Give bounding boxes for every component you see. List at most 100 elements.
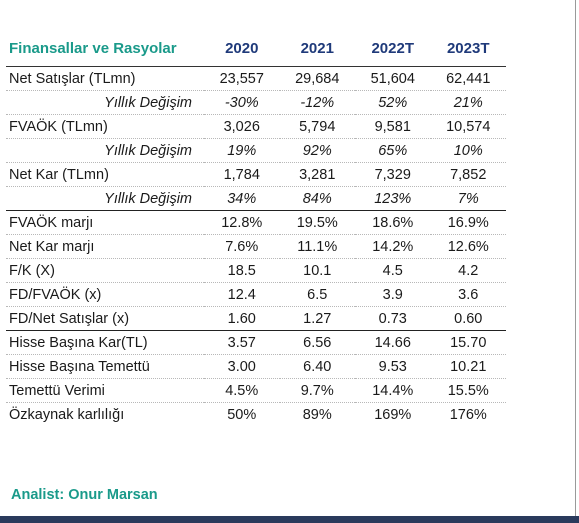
row-sublabel: Yıllık Değişim [6, 90, 204, 115]
table-cell: 6.5 [279, 282, 355, 307]
table-cell: 5,794 [279, 114, 355, 139]
table-cell: 9.53 [355, 354, 431, 379]
table-cell: 92% [279, 138, 355, 163]
table-cell: 19.5% [279, 210, 355, 235]
table-row: Yıllık Değişim 34% 84% 123% 7% [6, 186, 506, 211]
table-cell: 12.8% [204, 210, 280, 235]
row-label: FD/FVAÖK (x) [6, 282, 204, 307]
row-label: Özkaynak karlılığı [9, 406, 125, 423]
table-cell: 9,581 [355, 114, 431, 139]
row-label: FVAÖK (TLmn) [6, 114, 204, 139]
table-cell: 123% [355, 186, 431, 211]
table-cell: 3.6 [430, 282, 506, 307]
table-title: Finansallar ve Rasyolar [9, 39, 177, 57]
table-cell: 52% [355, 90, 431, 115]
table-cell: 15.70 [430, 330, 506, 355]
year-header: 2022T [371, 39, 415, 57]
row-sublabel: Yıllık Değişim [6, 186, 204, 211]
table-cell: 3,026 [204, 114, 280, 139]
table-cell: -30% [204, 90, 280, 115]
table-row: Özkaynak karlılığı 50% 89% 169% 176% [6, 403, 506, 427]
table-cell: 16.9% [430, 210, 506, 235]
table-cell: 14.2% [355, 234, 431, 259]
table-cell: 14.4% [355, 378, 431, 403]
year-header: 2023T [446, 39, 490, 57]
row-sublabel: Yıllık Değişim [6, 138, 204, 163]
table-cell: 23,557 [204, 66, 280, 91]
table-cell: 0.60 [430, 306, 506, 331]
table-cell: 18.6% [355, 210, 431, 235]
table-cell: 21% [430, 90, 506, 115]
table-row: Net Kar (TLmn) 1,784 3,281 7,329 7,852 [6, 162, 506, 187]
year-header: 2021 [300, 39, 334, 57]
analyst-name: Analist: Onur Marsan [11, 487, 158, 503]
table-row: FD/FVAÖK (x) 12.4 6.5 3.9 3.6 [6, 282, 506, 307]
table-cell: 29,684 [279, 66, 355, 91]
row-label: Temettü Verimi [6, 378, 204, 403]
table-cell: 1.60 [204, 306, 280, 331]
table-cell: 11.1% [279, 234, 355, 259]
table-row: Yıllık Değişim -30% -12% 52% 21% [6, 90, 506, 115]
row-label: Hisse Başına Kar(TL) [6, 330, 204, 355]
table-cell: 62,441 [430, 66, 506, 91]
table-row: Hisse Başına Temettü 3.00 6.40 9.53 10.21 [6, 354, 506, 379]
table-cell: 3.57 [204, 330, 280, 355]
table-cell: 0.73 [355, 306, 431, 331]
table-cell: 6.56 [279, 330, 355, 355]
table-cell: 89% [302, 406, 332, 423]
table-cell: 12.4 [204, 282, 280, 307]
table-cell: 1.27 [279, 306, 355, 331]
table-cell: 14.66 [355, 330, 431, 355]
financials-table: Finansallar ve Rasyolar 2020 2021 2022T … [6, 30, 506, 426]
row-label: FVAÖK marjı [6, 210, 204, 235]
financials-table-container: Finansallar ve Rasyolar 2020 2021 2022T … [6, 30, 506, 426]
table-row: Yıllık Değişim 19% 92% 65% 10% [6, 138, 506, 163]
table-cell: 15.5% [430, 378, 506, 403]
table-cell: 10.1 [279, 258, 355, 283]
table-cell: 7,852 [430, 162, 506, 187]
table-cell: 4.5% [204, 378, 280, 403]
footer-band [0, 516, 579, 523]
table-row: Hisse Başına Kar(TL) 3.57 6.56 14.66 15.70 [6, 330, 506, 355]
row-label: Hisse Başına Temettü [6, 354, 204, 379]
table-cell: 51,604 [355, 66, 431, 91]
table-cell: 50% [227, 406, 257, 423]
table-cell: 18.5 [204, 258, 280, 283]
table-cell: 4.5 [355, 258, 431, 283]
year-header: 2020 [225, 39, 259, 57]
table-row: FVAÖK (TLmn) 3,026 5,794 9,581 10,574 [6, 114, 506, 139]
row-label: Net Kar (TLmn) [6, 162, 204, 187]
table-cell: 3.9 [355, 282, 431, 307]
table-row: Temettü Verimi 4.5% 9.7% 14.4% 15.5% [6, 378, 506, 403]
table-cell: 176% [449, 406, 487, 423]
table-row: FD/Net Satışlar (x) 1.60 1.27 0.73 0.60 [6, 306, 506, 331]
table-cell: 12.6% [430, 234, 506, 259]
table-cell: 7.6% [204, 234, 280, 259]
table-cell: 84% [279, 186, 355, 211]
table-cell: 19% [204, 138, 280, 163]
table-cell: 34% [204, 186, 280, 211]
table-cell: 3.00 [204, 354, 280, 379]
row-label: FD/Net Satışlar (x) [6, 306, 204, 331]
row-label: F/K (X) [6, 258, 204, 283]
table-cell: -12% [279, 90, 355, 115]
page-edge-rule [575, 0, 576, 523]
table-row: FVAÖK marjı 12.8% 19.5% 18.6% 16.9% [6, 210, 506, 235]
table-row: F/K (X) 18.5 10.1 4.5 4.2 [6, 258, 506, 283]
table-cell: 65% [355, 138, 431, 163]
table-row: Net Satışlar (TLmn) 23,557 29,684 51,604 62,… [6, 66, 506, 91]
table-cell: 3,281 [279, 162, 355, 187]
table-row: Net Kar marjı 7.6% 11.1% 14.2% 12.6% [6, 234, 506, 259]
table-cell: 7,329 [355, 162, 431, 187]
table-cell: 7% [430, 186, 506, 211]
table-cell: 10% [430, 138, 506, 163]
table-cell: 10,574 [430, 114, 506, 139]
table-cell: 4.2 [430, 258, 506, 283]
table-header-row: Finansallar ve Rasyolar 2020 2021 2022T … [6, 30, 506, 67]
table-cell: 1,784 [204, 162, 280, 187]
row-label: Net Kar marjı [6, 234, 204, 259]
table-cell: 9.7% [279, 378, 355, 403]
table-cell: 6.40 [279, 354, 355, 379]
table-cell: 10.21 [430, 354, 506, 379]
table-cell: 169% [374, 406, 412, 423]
